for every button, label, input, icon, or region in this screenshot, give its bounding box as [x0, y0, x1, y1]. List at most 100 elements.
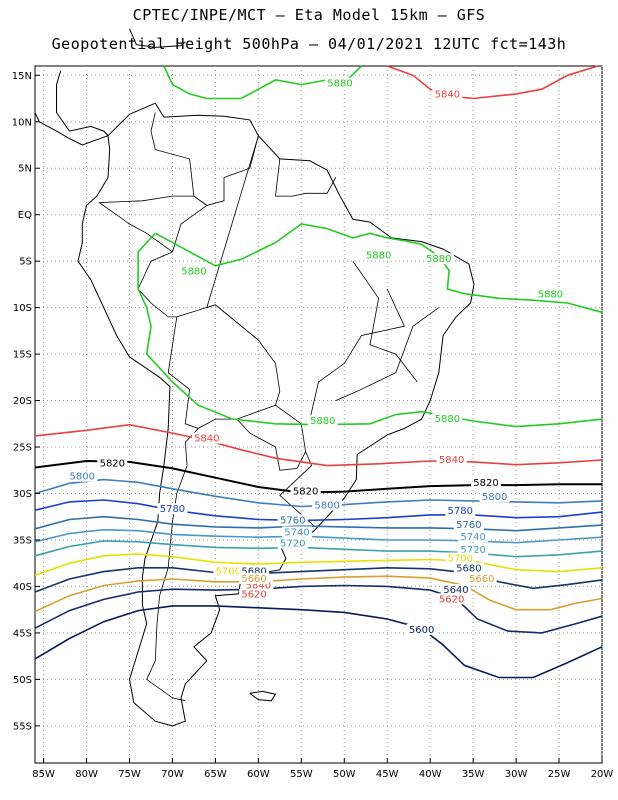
lat-tick-label: 15S: [13, 350, 32, 361]
lon-tick-label: 60W: [247, 769, 270, 780]
contour-label: 5740: [284, 527, 309, 538]
grid-lines: [35, 66, 603, 763]
lon-tick-label: 65W: [204, 769, 227, 780]
contour-label: 5740: [460, 532, 485, 543]
contour-label: 5880: [538, 290, 563, 301]
lon-tick-label: 70W: [161, 769, 184, 780]
contour-5600: [34, 605, 603, 679]
map-frame: [34, 65, 603, 764]
title-line-2: Geopotential Height 500hPa – 04/01/2021 …: [51, 35, 567, 53]
contour-5840: [34, 423, 603, 467]
contour-5680: [34, 566, 603, 593]
axis-ticks: 15N 10N 5N EQ 5S 10S 15S 20S 25S 30S 35S 40S 45S 50S 5…: [12, 71, 614, 780]
contour-label: 5660: [469, 574, 494, 585]
contour-label-bg: [239, 588, 270, 600]
contour-label-bg: [277, 537, 308, 549]
lat-tick-label: 50S: [13, 675, 32, 686]
contour-label: 5880: [181, 266, 206, 277]
contour-label-bg: [479, 491, 510, 503]
contour-label: 5840: [194, 434, 219, 445]
contour-label-bg: [406, 624, 437, 636]
contour-label: 5620: [439, 594, 464, 605]
contour-label: 5880: [366, 251, 391, 262]
contour-label: 5680: [456, 564, 481, 575]
contour-label-bg: [312, 499, 343, 511]
lon-tick-label: 30W: [505, 769, 528, 780]
contour-label-bg: [157, 503, 188, 515]
contour-label-bg: [453, 519, 484, 531]
lat-tick-label: 5N: [18, 164, 32, 175]
contour-label-bg: [282, 526, 313, 538]
contour-label: 5620: [241, 590, 266, 601]
contour-label: 5720: [280, 539, 305, 550]
country-border: [150, 112, 259, 206]
lon-tick-label: 20W: [591, 769, 614, 780]
lon-tick-label: 75W: [118, 769, 141, 780]
contour-label: 5640: [443, 585, 468, 596]
contour-label: 5780: [160, 504, 185, 515]
contour-label: 5800: [314, 501, 339, 512]
lon-tick-label: 55W: [290, 769, 313, 780]
contour-label-bg: [432, 88, 463, 100]
country-border: [335, 307, 440, 401]
country-border: [206, 135, 259, 341]
contour-label-bg: [445, 552, 476, 564]
contour-label-bg: [458, 531, 489, 543]
contour-lines: [34, 65, 603, 679]
contour-label: 5820: [100, 459, 125, 470]
contour-label-bg: [440, 584, 471, 596]
contour-label: 5720: [460, 545, 485, 556]
contour-label-bg: [243, 579, 274, 591]
contour-label-bg: [324, 77, 355, 89]
contour-label-bg: [239, 572, 270, 584]
contour-label: 5780: [448, 506, 473, 517]
lat-tick-label: 10N: [12, 117, 32, 128]
contour-label-bg: [436, 453, 467, 465]
country-border: [146, 428, 199, 702]
lat-tick-label: EQ: [18, 210, 32, 221]
title-line-1: CPTEC/INPE/MCT – Eta Model 15km – GFS: [132, 6, 486, 24]
contour-5640: [34, 584, 603, 634]
contour-5840: [386, 65, 598, 100]
lat-tick-label: 30S: [13, 489, 32, 500]
contour-label: 5600: [409, 625, 434, 636]
contour-label-bg: [445, 505, 476, 517]
contour-label-bg: [458, 544, 489, 556]
coastline: [34, 70, 109, 146]
contour-label: 5760: [280, 515, 305, 526]
lat-tick-label: 40S: [13, 582, 32, 593]
contour-label-bg: [471, 477, 502, 489]
contour-label-bg: [290, 485, 321, 497]
contour-5760: [34, 515, 603, 532]
lon-tick-label: 85W: [32, 769, 55, 780]
lat-tick-label: 55S: [13, 721, 32, 732]
contour-label-bg: [178, 265, 209, 277]
lon-tick-label: 80W: [75, 769, 98, 780]
lat-tick-label: 25S: [13, 443, 32, 454]
lon-tick-label: 45W: [376, 769, 399, 780]
contour-label: 5800: [482, 492, 507, 503]
lat-tick-label: 35S: [13, 535, 32, 546]
contour-label-bg: [239, 565, 270, 577]
contour-label: 5880: [327, 79, 352, 90]
land-borders: [34, 28, 475, 727]
contour-label: 5880: [426, 254, 451, 265]
lat-tick-label: 15N: [12, 71, 32, 82]
lat-tick-label: 10S: [13, 303, 32, 314]
contour-label-bg: [423, 253, 454, 265]
country-border: [352, 260, 418, 383]
contour-label: 5880: [435, 414, 460, 425]
contour-labels: 5880 5880 5880 5880 5880 5880 5880 5840 5840 5840…: [67, 77, 566, 636]
lat-tick-label: 45S: [13, 628, 32, 639]
country-border: [309, 288, 405, 420]
lon-tick-label: 40W: [419, 769, 442, 780]
contour-label: 5820: [473, 478, 498, 489]
contour-label: 5660: [241, 574, 266, 585]
contour-label: 5700: [448, 553, 473, 564]
contour-label-bg: [432, 413, 463, 425]
contour-label-bg: [535, 288, 566, 300]
country-border: [275, 158, 337, 197]
country-border: [167, 316, 276, 429]
contour-label: 5820: [293, 487, 318, 498]
